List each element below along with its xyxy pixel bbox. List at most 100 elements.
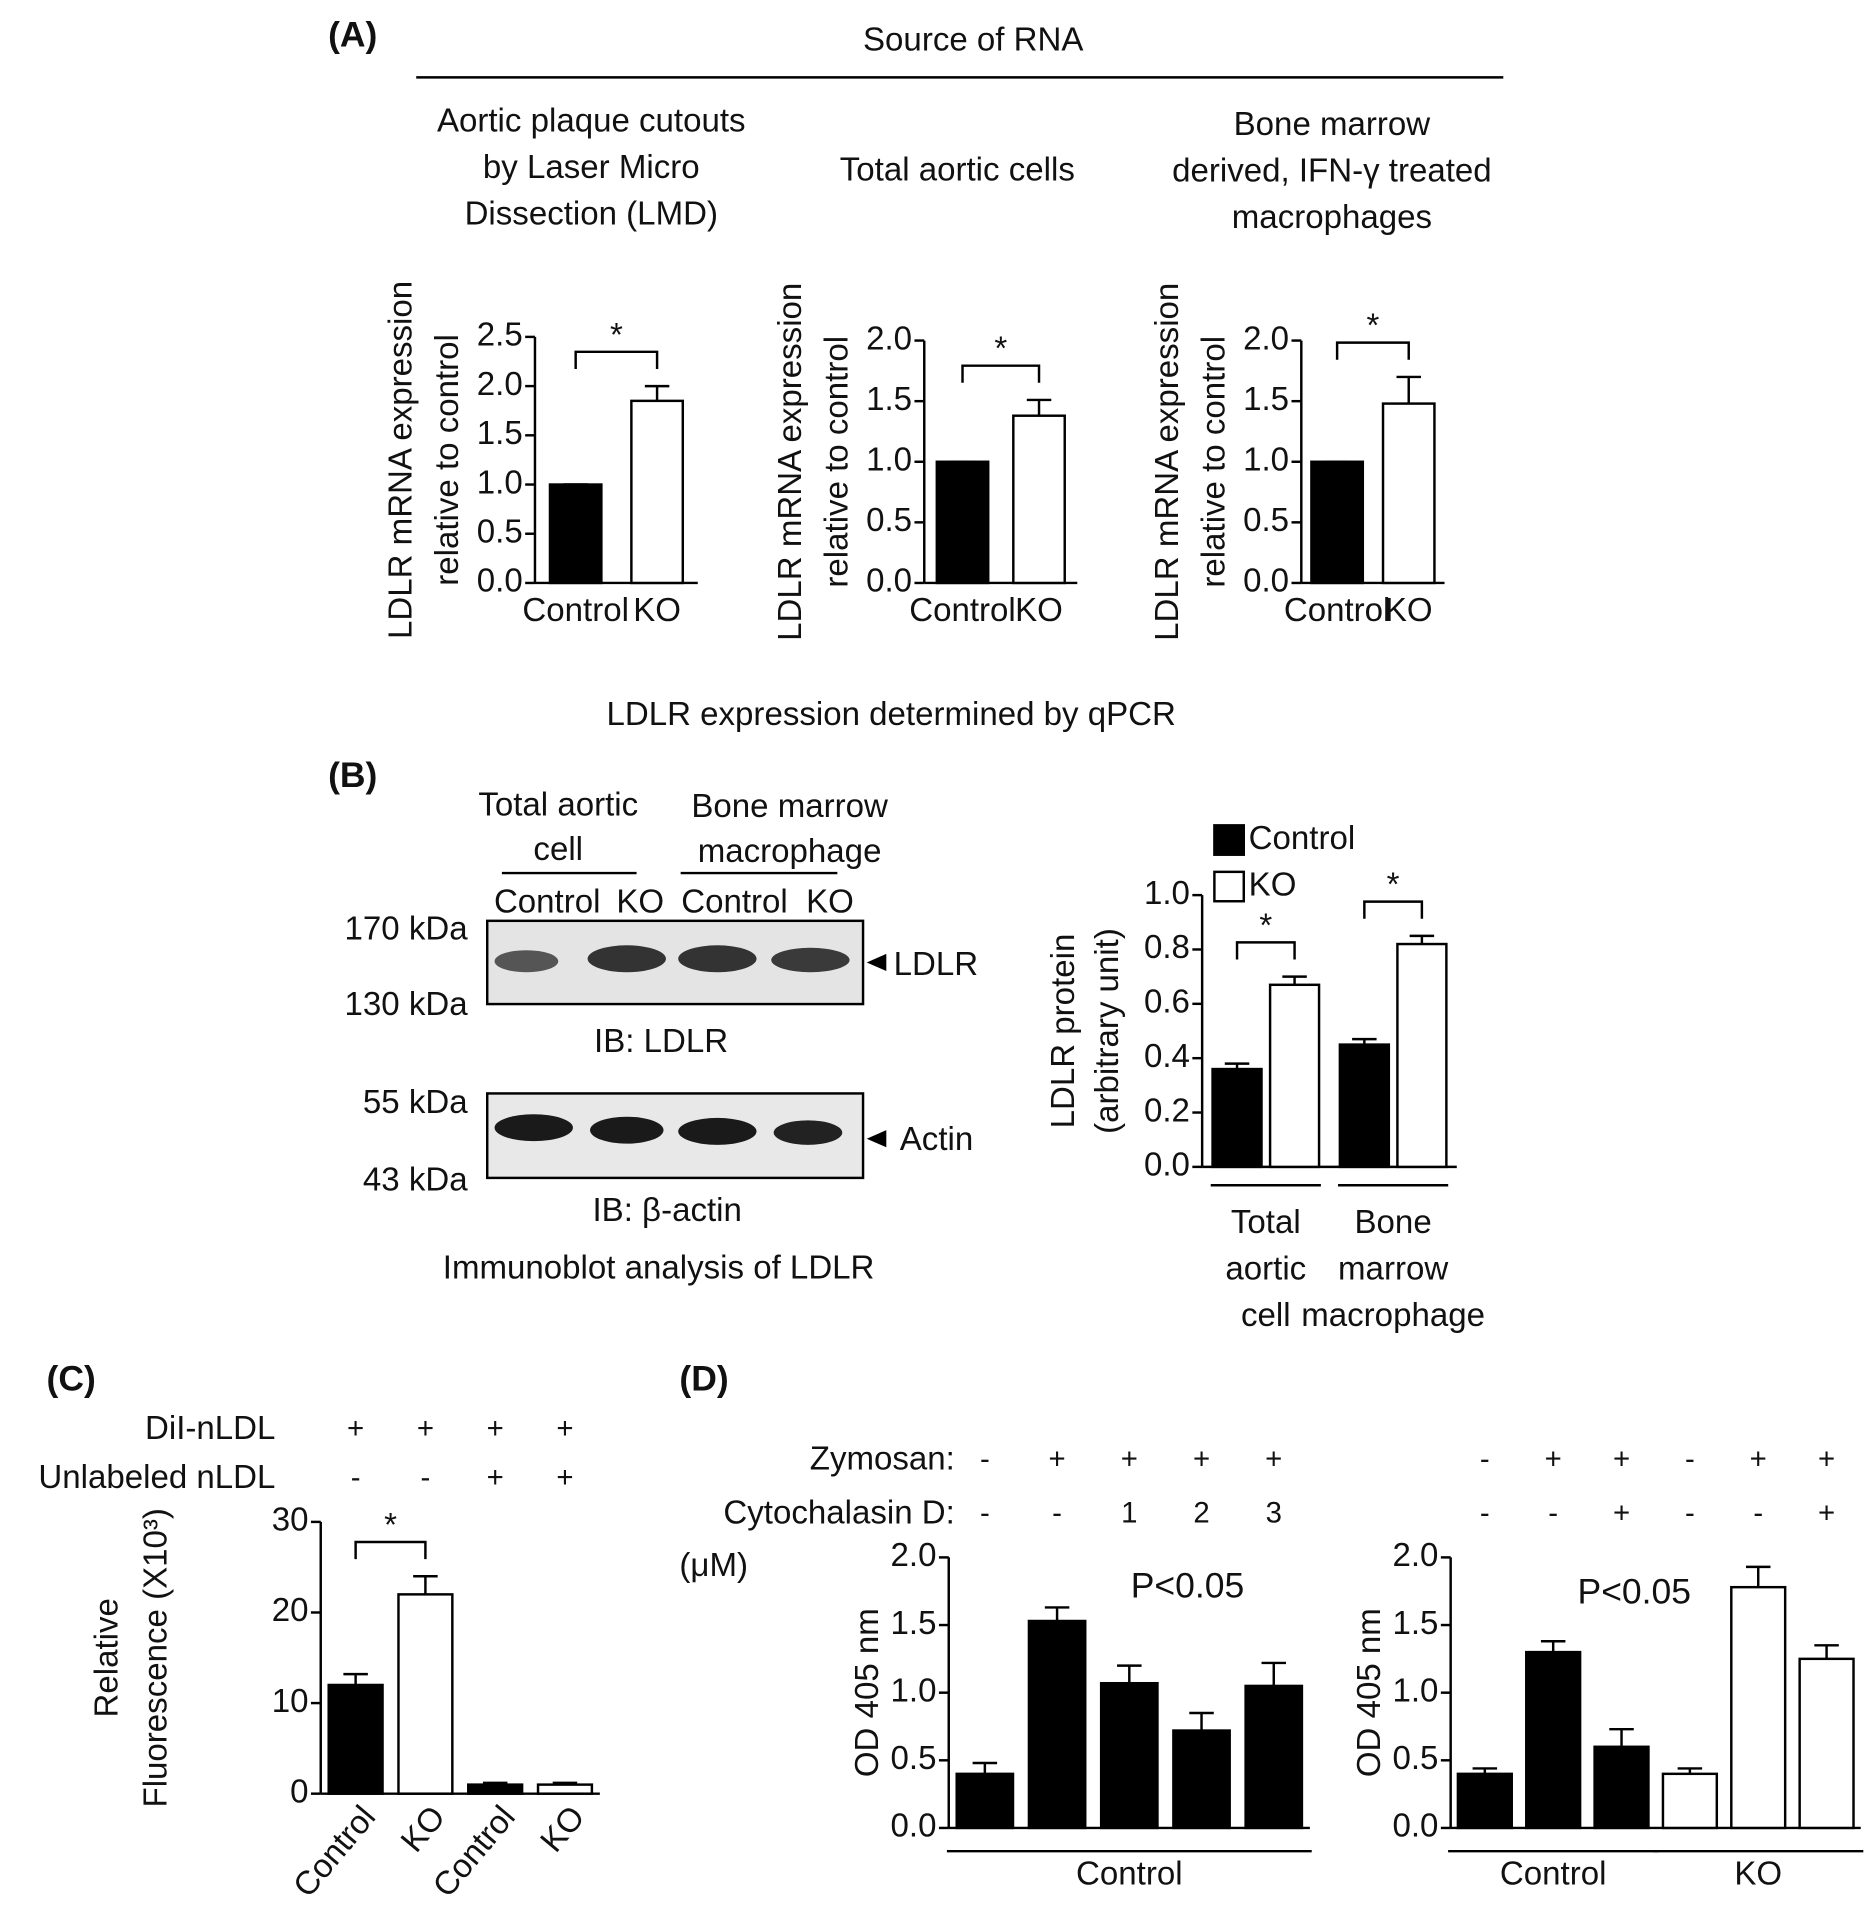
target-label: Actin — [900, 1121, 973, 1158]
band — [771, 947, 850, 973]
row-mark: - — [980, 1496, 990, 1529]
chart-title: Bone marrow — [1234, 106, 1431, 143]
row-mark: - — [1480, 1442, 1490, 1475]
x-tick-label: KO — [1015, 592, 1063, 629]
group-label: Control — [1076, 1855, 1183, 1892]
y-tick-label: 1.0 — [1392, 1672, 1438, 1709]
bar — [1268, 983, 1321, 1169]
bar — [548, 483, 603, 585]
row-mark: + — [417, 1412, 434, 1445]
bar — [1012, 414, 1066, 585]
error-bar — [1745, 1565, 1771, 1588]
significance-bracket — [1363, 900, 1424, 919]
y-tick-label: 10 — [272, 1683, 309, 1720]
y-tick-label: 0 — [290, 1773, 308, 1810]
band — [494, 950, 559, 973]
lane-label: KO — [806, 883, 854, 920]
y-tick-label: 2.0 — [1392, 1537, 1438, 1574]
error-bar — [1117, 1664, 1142, 1684]
annotation: P<0.05 — [1131, 1565, 1245, 1605]
marker-label: 130 kDa — [345, 986, 469, 1023]
error-bar — [1282, 975, 1307, 985]
y-tick-label: 1.5 — [477, 415, 523, 452]
row-mark: + — [1049, 1442, 1066, 1475]
blot-group: cell — [533, 831, 583, 868]
bar — [630, 399, 685, 585]
y-tick-label: 0.8 — [1144, 929, 1190, 966]
error-bar — [1472, 1767, 1498, 1774]
significance-bracket — [1335, 341, 1410, 360]
row-mark: 1 — [1121, 1496, 1137, 1529]
error-bar — [1409, 934, 1435, 945]
x-tick-label: Control — [286, 1799, 383, 1904]
annotation: P<0.05 — [1578, 1572, 1692, 1612]
error-bar — [1026, 398, 1052, 416]
significance-label: * — [994, 331, 1007, 368]
error-bar — [644, 384, 670, 401]
row-mark: - — [1685, 1442, 1695, 1475]
bar — [935, 460, 990, 585]
marker-label: 170 kDa — [345, 910, 469, 947]
row-label: Cytochalasin D: — [723, 1494, 954, 1531]
lane-label: Control — [681, 883, 788, 920]
chart-title: derived, IFN-γ treated — [1172, 153, 1492, 190]
unit-label: (μM) — [679, 1547, 748, 1584]
y-tick-label: 0.5 — [477, 513, 523, 550]
y-tick-label: 1.0 — [1243, 441, 1289, 478]
row-mark: + — [1121, 1442, 1138, 1475]
ib-label: IB: LDLR — [594, 1023, 728, 1060]
blot-group: macrophage — [698, 833, 882, 870]
bar — [397, 1593, 454, 1795]
significance-bracket — [961, 364, 1041, 383]
bar — [1172, 1729, 1231, 1830]
y-tick-label: 0.5 — [1392, 1740, 1438, 1777]
y-tick-label: 1.5 — [1392, 1605, 1438, 1642]
marker-label: 43 kDa — [363, 1161, 468, 1198]
row-mark: + — [1613, 1496, 1630, 1529]
y-tick-label: 2.0 — [866, 320, 912, 357]
row-mark: + — [347, 1412, 364, 1445]
error-bar — [552, 1781, 578, 1785]
chart-title: by Laser Micro — [483, 149, 700, 186]
x-tick-label: KO — [1385, 592, 1433, 629]
bar — [1381, 402, 1436, 585]
y-tick-label: 2.0 — [477, 366, 523, 403]
error-bar — [1261, 1661, 1287, 1686]
caption: LDLR expression determined by qPCR — [606, 696, 1175, 733]
row-mark: - — [351, 1461, 361, 1494]
row-label: Zymosan: — [810, 1440, 955, 1477]
band — [678, 1117, 757, 1145]
row-mark: + — [1750, 1442, 1767, 1475]
y-axis-label: relative to control — [429, 334, 466, 586]
row-label: DiI-nLDL — [145, 1410, 275, 1447]
bar — [1099, 1681, 1159, 1830]
y-tick-label: 2.0 — [1243, 320, 1289, 357]
x-tick-label: KO — [533, 1799, 592, 1859]
bar — [1310, 460, 1365, 585]
row-mark: + — [487, 1461, 504, 1494]
x-tick-label: Bone — [1355, 1204, 1432, 1241]
error-bar — [1396, 375, 1421, 404]
y-tick-label: 0.2 — [1144, 1092, 1190, 1129]
x-tick-label: macrophage — [1301, 1297, 1485, 1334]
y-axis-label: relative to control — [1195, 336, 1232, 588]
y-axis-label: LDLR mRNA expression — [772, 283, 809, 641]
legend-swatch — [1213, 824, 1245, 856]
legend-label: KO — [1249, 866, 1297, 903]
blot-group: Total aortic — [478, 787, 638, 824]
panel-label: (A) — [328, 14, 377, 54]
y-tick-label: 0.0 — [1243, 563, 1289, 600]
y-tick-label: 1.5 — [866, 381, 912, 418]
group-label: Control — [1500, 1855, 1607, 1892]
y-tick-label: 0.0 — [891, 1808, 937, 1845]
x-tick-label: Control — [1284, 592, 1391, 629]
bar — [327, 1683, 384, 1795]
panel-label: (D) — [679, 1358, 728, 1398]
bar — [1027, 1619, 1087, 1830]
row-mark: + — [556, 1461, 573, 1494]
group-label: KO — [1734, 1855, 1782, 1892]
y-axis-label: Relative — [89, 1598, 126, 1717]
caption: Immunoblot analysis of LDLR — [443, 1249, 875, 1286]
chart-title: Aortic plaque cutouts — [437, 102, 746, 139]
